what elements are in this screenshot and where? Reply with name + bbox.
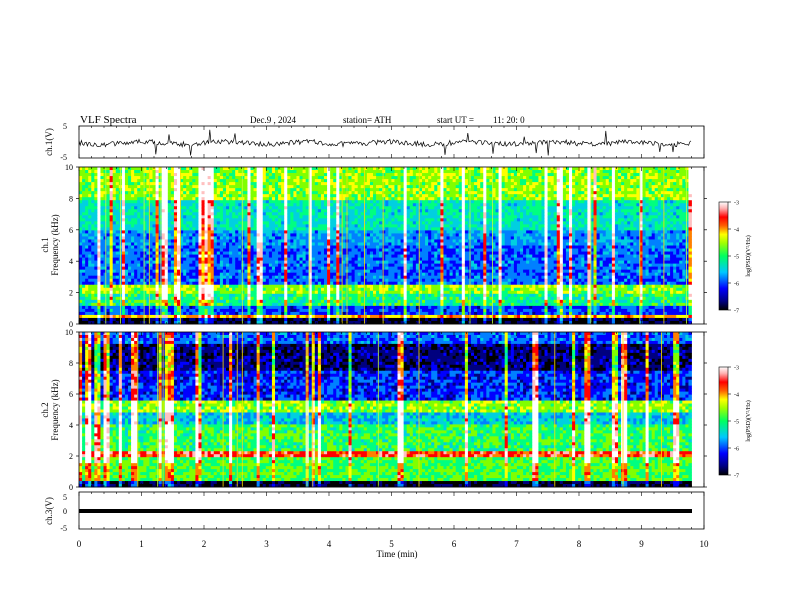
ch1-ytick-bottom: -5: [60, 153, 67, 162]
ch3-ytick-top: 5: [63, 493, 67, 502]
spec-ytick-label: 10: [65, 328, 73, 337]
spec-ytick-label: 2: [69, 452, 73, 461]
header-date: Dec.9 , 2024: [250, 115, 296, 125]
colorbar-tick-label: -3: [734, 201, 739, 207]
x-tick-label: 9: [639, 539, 644, 549]
spec-ytick-label: 6: [69, 226, 73, 235]
ch2-spectrogram-ylabel-channel: ch.2: [40, 402, 50, 417]
ch3-waveform-trace: [79, 509, 692, 513]
ch3-ytick-bottom: -5: [60, 524, 67, 533]
x-tick-label: 3: [264, 539, 269, 549]
colorbar-tick-label: -3: [734, 366, 739, 372]
ch2-spectrogram-image: [79, 332, 704, 488]
header-station: station= ATH: [343, 115, 392, 125]
ch1-spectrogram-image: [79, 167, 704, 325]
ch3-ytick-mid: 0: [63, 507, 67, 516]
ch1-spectrogram-ylabel-channel: ch.1: [40, 237, 50, 252]
colorbar-tick-label: -4: [734, 393, 739, 399]
x-tick-label: 1: [139, 539, 144, 549]
spec-ytick-label: 4: [69, 421, 73, 430]
header-start-ut-value: 11: 20: 0: [493, 115, 525, 125]
spec-ytick-label: 6: [69, 390, 73, 399]
ch2-spectrogram-ylabel-freq: Frequency (kHz): [50, 379, 60, 440]
colorbar-tick-label: -7: [734, 474, 739, 480]
ch1-waveform-trace: [78, 129, 692, 156]
colorbar-tick-label: -6: [734, 282, 739, 288]
ch1-spectrogram-ylabel-freq: Frequency (kHz): [50, 214, 60, 275]
x-tick-label: 10: [700, 539, 710, 549]
spec-ytick-label: 10: [65, 163, 73, 172]
spec-ytick-label: 8: [69, 194, 73, 203]
x-axis-label: Time (min): [377, 549, 418, 559]
ch2-colorbar-label: log(PSD)(V²/Hz): [745, 400, 752, 441]
x-tick-label: 8: [577, 539, 582, 549]
ch1-colorbar-label: log(PSD)(V²/Hz): [745, 235, 752, 276]
ch2-colorbar: [718, 366, 729, 476]
figure-title: VLF Spectra: [80, 114, 137, 126]
colorbar-tick-label: -7: [734, 309, 739, 315]
spec-ytick-label: 0: [69, 483, 73, 492]
spec-ytick-label: 2: [69, 289, 73, 298]
ch2-spec-ylabel-line1: ch.2: [40, 402, 50, 417]
ch2-spec-ylabel-line2: Frequency (kHz): [50, 379, 60, 440]
ch1-waveform-ylabel: ch.1(V): [44, 128, 54, 156]
x-tick-label: 4: [327, 539, 332, 549]
x-tick-label: 2: [202, 539, 207, 549]
colorbar-tick-label: -4: [734, 228, 739, 234]
x-tick-label: 6: [452, 539, 457, 549]
spec-ytick-label: 8: [69, 359, 73, 368]
ch3-waveform-ylabel: ch.3(V): [44, 497, 54, 525]
ch1-spec-ylabel-line2: Frequency (kHz): [50, 214, 60, 275]
ch1-waveform-frame: [78, 125, 705, 159]
ch1-ytick-top: 5: [63, 122, 67, 131]
spec-ytick-label: 0: [69, 320, 73, 329]
ch3-waveform-panel: 5 0 -5 ch.3(V) 0 1 2 3 4 5 6 7 8 9 10 Time (min): [44, 126, 709, 559]
colorbar-tick-label: -5: [734, 255, 739, 261]
x-tick-label: 0: [77, 539, 82, 549]
x-tick-label: 5: [389, 539, 394, 549]
colorbar-tick-label: -6: [734, 447, 739, 453]
header-start-ut-label: start UT =: [437, 115, 474, 125]
spec-ytick-label: 4: [69, 257, 73, 266]
ch1-waveform-panel: 5 -5 ch.1(V): [44, 122, 705, 162]
ch1-spec-ylabel-line1: ch.1: [40, 237, 50, 252]
x-tick-label: 7: [514, 539, 519, 549]
ch1-colorbar: [718, 201, 729, 311]
colorbar-tick-label: -5: [734, 420, 739, 426]
